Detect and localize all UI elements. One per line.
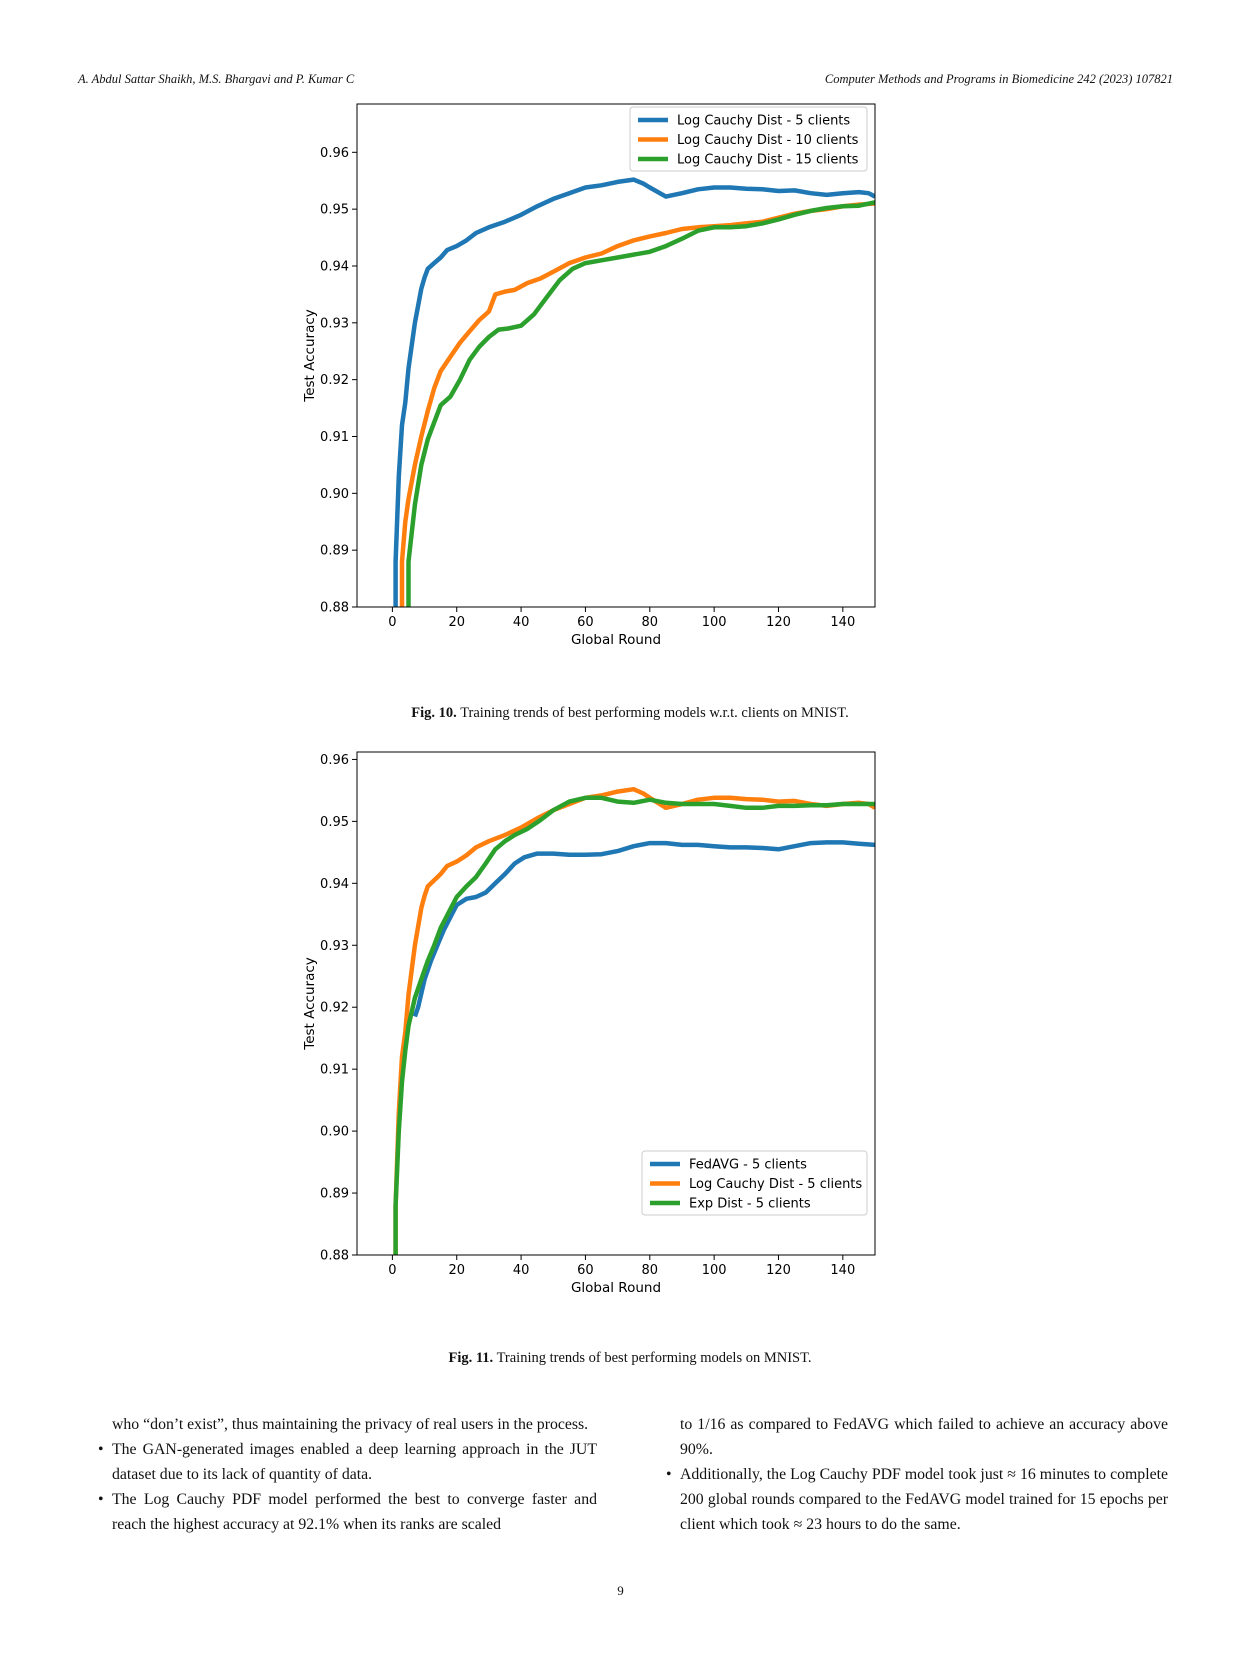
x-axis-label: Global Round (571, 1280, 661, 1296)
body-column-right: to 1/16 as compared to FedAVG which fail… (660, 1412, 1168, 1537)
y-tick-label: 0.96 (320, 753, 349, 768)
legend-entry: Log Cauchy Dist - 15 clients (677, 153, 859, 168)
running-header: A. Abdul Sattar Shaikh, M.S. Bhargavi an… (78, 72, 1173, 92)
figure-11-caption: Fig. 11. Training trends of best perform… (300, 1350, 960, 1367)
x-tick-label: 100 (702, 1263, 727, 1278)
right-bullet-list: Additionally, the Log Cauchy PDF model t… (660, 1462, 1168, 1537)
y-tick-label: 0.93 (320, 939, 349, 954)
series-line-3 (406, 200, 875, 607)
header-journal: Computer Methods and Programs in Biomedi… (824, 72, 1173, 86)
x-tick-label: 120 (766, 1263, 791, 1278)
x-tick-label: 0 (388, 615, 396, 630)
x-tick-label: 140 (830, 615, 855, 630)
figure-10-caption: Fig. 10. Training trends of best perform… (300, 705, 960, 722)
bullet-item: Additionally, the Log Cauchy PDF model t… (660, 1462, 1168, 1537)
chart-figure-11: 0 20 40 60 80 100 120 140 0.88 0.89 0.90 0.91 0.92 0.… (302, 751, 876, 1296)
legend-entry: Log Cauchy Dist - 5 clients (689, 1177, 862, 1192)
right-intro-paragraph: to 1/16 as compared to FedAVG which fail… (680, 1416, 1168, 1458)
legend-entry: Log Cauchy Dist - 10 clients (677, 133, 859, 148)
plot-frame (356, 751, 876, 1256)
plot-frame (356, 103, 876, 608)
left-bullet-list: The GAN-generated images enabled a deep … (92, 1437, 597, 1537)
chart-figure-10: 0 20 40 60 80 100 120 140 0.88 0.89 0.90 0.91 0.92 0.… (302, 103, 876, 648)
x-tick-label: 60 (577, 615, 594, 630)
legend: FedAVG - 5 clients Log Cauchy Dist - 5 cl… (641, 1150, 868, 1216)
x-tick-label: 80 (642, 1263, 659, 1278)
left-intro-paragraph: who “don’t exist”, thus maintaining the … (112, 1416, 589, 1433)
x-tick-label: 0 (388, 1263, 396, 1278)
y-tick-label: 0.93 (320, 316, 349, 331)
y-tick-label: 0.91 (320, 1063, 349, 1078)
legend-entry: Exp Dist - 5 clients (689, 1197, 811, 1212)
y-tick-label: 0.88 (320, 601, 349, 616)
series-line-2 (399, 201, 875, 607)
y-tick-label: 0.95 (320, 815, 349, 830)
legend-entry: Log Cauchy Dist - 5 clients (677, 114, 850, 129)
bullet-item: The GAN-generated images enabled a deep … (92, 1437, 597, 1487)
figure-11-label: Fig. 11. (448, 1350, 494, 1366)
y-tick-label: 0.89 (320, 544, 349, 559)
y-tick-label: 0.95 (320, 203, 349, 218)
figure-11: 0 20 40 60 80 100 120 140 0.88 0.89 0.90 0.91 0.92 0.… (300, 748, 960, 1366)
y-tick-label: 0.90 (320, 1125, 349, 1140)
x-tick-label: 100 (702, 615, 727, 630)
y-tick-label: 0.90 (320, 487, 349, 502)
legend-box (641, 1150, 868, 1216)
y-tick-label: 0.88 (320, 1249, 349, 1264)
y-axis-label: Test Accuracy (302, 309, 318, 403)
legend: Log Cauchy Dist - 5 clients Log Cauchy Di… (629, 106, 868, 172)
header-authors: A. Abdul Sattar Shaikh, M.S. Bhargavi an… (78, 72, 355, 86)
x-tick-label: 140 (830, 1263, 855, 1278)
y-tick-label: 0.92 (320, 373, 349, 388)
page-number: 9 (617, 1583, 624, 1598)
x-tick-label: 40 (513, 615, 530, 630)
y-tick-label: 0.94 (320, 259, 349, 274)
figure-11-caption-text: Training trends of best performing model… (496, 1350, 812, 1366)
legend-box (629, 106, 868, 172)
y-axis-label: Test Accuracy (302, 957, 318, 1051)
legend-entry: FedAVG - 5 clients (689, 1158, 807, 1173)
x-tick-label: 80 (642, 615, 659, 630)
y-tick-label: 0.91 (320, 430, 349, 445)
body-column-left: who “don’t exist”, thus maintaining the … (92, 1412, 597, 1537)
x-tick-label: 20 (448, 1263, 465, 1278)
y-tick-label: 0.92 (320, 1001, 349, 1016)
figure-10: 0 20 40 60 80 100 120 140 0.88 0.89 0.90 0.91 0.92 0.… (300, 100, 960, 721)
y-tick-label: 0.94 (320, 877, 349, 892)
figure-10-label: Fig. 10. (411, 705, 457, 721)
y-tick-label: 0.96 (320, 146, 349, 161)
series-line-3 (393, 795, 875, 1255)
series-line-1 (412, 840, 875, 1018)
x-tick-label: 60 (577, 1263, 594, 1278)
x-tick-label: 40 (513, 1263, 530, 1278)
bullet-item: The Log Cauchy PDF model performed the b… (92, 1487, 597, 1537)
y-tick-label: 0.89 (320, 1187, 349, 1202)
figure-10-caption-text: Training trends of best performing model… (460, 705, 849, 721)
x-axis-label: Global Round (571, 632, 661, 648)
series-line-1 (393, 177, 875, 607)
x-tick-label: 20 (448, 615, 465, 630)
x-tick-label: 120 (766, 615, 791, 630)
